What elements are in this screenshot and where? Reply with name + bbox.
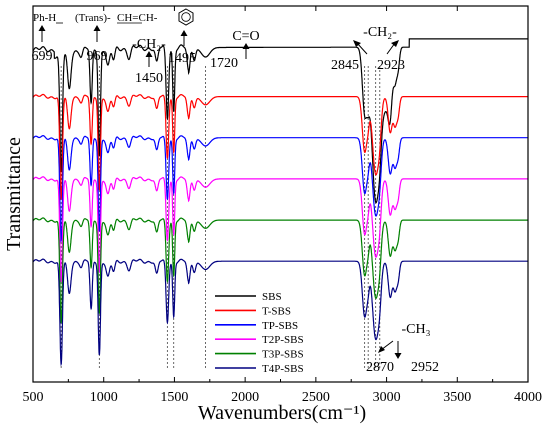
annotations: Ph-H (Trans)- CH=CH- 699 969 -CH₂- 1450 … <box>32 8 439 375</box>
arrow-2870-head <box>378 346 385 353</box>
legend-label-t4p-sbs: T4P-SBS <box>262 363 304 375</box>
label-1495: 1495 <box>168 51 196 66</box>
series-line-t3p-sbs <box>32 217 528 324</box>
x-axis-label: Wavenumbers(cm⁻¹) <box>198 402 366 424</box>
series-line-t2p-sbs <box>32 176 528 283</box>
annotation-ch-eq-ch: CH=CH- <box>117 12 158 24</box>
arrow-2923-head <box>391 40 399 47</box>
arrow-2845-head <box>353 40 361 47</box>
y-axis-label: Transmittance <box>3 137 25 251</box>
series-line-t4p-sbs <box>32 258 528 367</box>
arrow-1450-head <box>145 51 153 57</box>
annotation-ph-h: Ph-H <box>33 12 56 24</box>
legend-label-sbs: SBS <box>262 291 282 303</box>
arrow-2952-head <box>394 353 402 359</box>
arrow-1495-head <box>180 30 188 36</box>
x-tick-label: 2000 <box>231 390 259 405</box>
annotation-ch2-left: -CH₂- <box>132 37 166 52</box>
legend-label-t2p-sbs: T2P-SBS <box>262 334 304 346</box>
label-2845: 2845 <box>331 58 359 73</box>
arrow-1720-head <box>242 43 250 49</box>
x-tick-label: 4000 <box>514 390 542 405</box>
benzene-icon <box>178 8 194 26</box>
x-tick-label: 1500 <box>160 390 188 405</box>
label-1450: 1450 <box>135 71 163 86</box>
x-tick-label: 3500 <box>443 390 471 405</box>
legend-label-t-sbs: T-SBS <box>262 305 291 317</box>
annotation-ch2-right: -CH₂- <box>363 25 397 40</box>
x-tick-label: 3000 <box>373 390 401 405</box>
x-tick-label: 2500 <box>302 390 330 405</box>
series-line-t-sbs <box>32 93 528 200</box>
spectrum-lines <box>32 38 528 367</box>
label-2870: 2870 <box>366 360 394 375</box>
x-tick-label: 500 <box>23 390 44 405</box>
label-969: 969 <box>87 49 108 64</box>
annotation-carbonyl: C=O <box>232 29 259 44</box>
legend-label-t3p-sbs: T3P-SBS <box>262 349 304 361</box>
arrow-969-head <box>93 25 101 31</box>
label-2952: 2952 <box>411 360 439 375</box>
series-line-sbs <box>32 38 528 204</box>
series-line-tp-sbs <box>32 135 528 244</box>
label-2923: 2923 <box>377 58 405 73</box>
annotation-ch3: -CH₃ <box>402 322 431 337</box>
legend: SBS T-SBS TP-SBS T2P-SBS T3P-SBS T4P-SBS <box>215 291 304 375</box>
label-699: 699 <box>32 49 53 64</box>
x-axis-ticks: 500 1000 1500 2000 2500 3000 3500 4000 <box>23 6 542 405</box>
x-tick-label: 1000 <box>90 390 118 405</box>
label-1720: 1720 <box>210 56 238 71</box>
legend-label-tp-sbs: TP-SBS <box>262 320 298 332</box>
annotation-trans: (Trans)- <box>75 12 111 24</box>
arrow-699-head <box>38 25 46 31</box>
